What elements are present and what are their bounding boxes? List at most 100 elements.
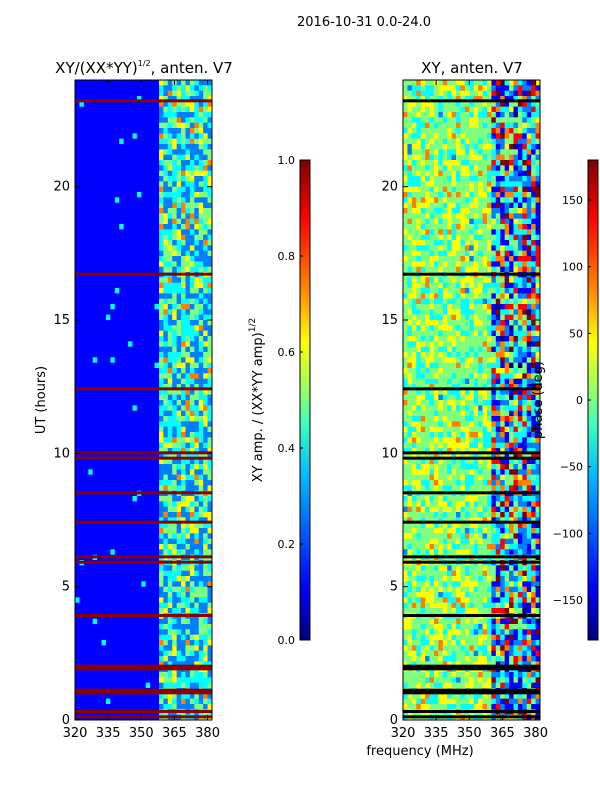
left-heatmap-cell xyxy=(128,426,133,433)
left-heatmap-cell xyxy=(105,213,111,219)
left-heatmap-cell xyxy=(79,197,85,203)
left-heatmap-cell xyxy=(123,538,129,545)
right-heatmap-cell xyxy=(473,165,479,171)
left-heatmap-cell xyxy=(181,234,186,241)
right-heatmap-cell xyxy=(517,266,523,273)
right-heatmap-cell xyxy=(513,112,519,118)
left-heatmap-cell xyxy=(132,245,138,251)
left-heatmap-cell xyxy=(194,421,200,427)
right-heatmap-cell xyxy=(469,192,475,198)
right-heatmap-cell xyxy=(464,208,470,214)
left-heatmap-cell xyxy=(136,432,142,438)
left-heatmap-cell xyxy=(119,181,124,187)
left-heatmap-cell xyxy=(167,96,173,102)
right-heatmap-cell xyxy=(517,170,523,177)
left-heatmap-cell xyxy=(198,592,204,598)
right-heatmap-cell xyxy=(513,229,519,235)
left-heatmap-cell xyxy=(198,682,204,689)
left-heatmap-cell xyxy=(194,704,200,710)
left-heatmap-cell xyxy=(198,624,204,630)
left-heatmap-cell xyxy=(158,304,164,310)
right-heatmap-cell xyxy=(429,213,435,219)
left-heatmap-cell xyxy=(136,154,142,161)
left-heatmap-cell xyxy=(105,677,111,683)
left-heatmap-cell xyxy=(150,261,155,267)
left-heatmap-cell xyxy=(172,234,177,241)
left-heatmap-cell xyxy=(198,314,204,321)
left-heatmap-cell xyxy=(83,704,89,710)
left-heatmap-cell xyxy=(83,202,89,209)
left-heatmap-cell xyxy=(110,442,116,449)
left-heatmap-cell xyxy=(194,432,200,438)
left-heatmap-cell xyxy=(158,122,164,129)
left-heatmap-cell xyxy=(154,506,160,513)
left-heatmap-cell xyxy=(88,128,93,134)
left-heatmap-cell xyxy=(97,170,102,177)
left-heatmap-cell xyxy=(203,224,208,230)
left-heatmap-cell xyxy=(136,384,142,390)
right-heatmap-cell xyxy=(403,224,408,230)
left-title-rest: , anten. V7 xyxy=(151,59,233,77)
left-heatmap-cell xyxy=(145,133,151,139)
left-heatmap-cell xyxy=(198,437,204,443)
left-heatmap-cell xyxy=(198,496,204,502)
right-heatmap-cell xyxy=(411,128,417,134)
right-heatmap-cell xyxy=(407,181,413,187)
left-heatmap-cell xyxy=(83,160,89,166)
left-heatmap-cell xyxy=(185,357,191,363)
right-heatmap-cell xyxy=(438,234,444,241)
left-heatmap-cell xyxy=(119,394,124,401)
left-heatmap-cell xyxy=(163,325,169,331)
left-heatmap-cell xyxy=(114,618,120,625)
right-heatmap-cell xyxy=(429,240,435,246)
right-heatmap-cell xyxy=(438,240,444,246)
right-heatmap-cell xyxy=(416,192,421,198)
right-heatmap-cell xyxy=(464,282,470,289)
left-heatmap-cell xyxy=(154,677,160,683)
left-heatmap-cell xyxy=(136,346,142,353)
left-heatmap-cell xyxy=(97,426,102,433)
right-heatmap-cell xyxy=(407,261,413,267)
left-heatmap-cell xyxy=(185,224,191,230)
left-heatmap-cell xyxy=(105,144,111,150)
left-heatmap-cell xyxy=(203,362,208,369)
left-heatmap-cell xyxy=(163,378,169,385)
left-heatmap-cell xyxy=(189,565,195,571)
right-heatmap-cell xyxy=(429,90,435,97)
left-heatmap-cell xyxy=(185,458,191,465)
left-heatmap-cell xyxy=(79,330,85,337)
left-heatmap-cell xyxy=(163,368,169,374)
left-heatmap-cell xyxy=(141,357,147,363)
left-heatmap-cell xyxy=(88,618,93,625)
left-heatmap-cell xyxy=(119,634,124,641)
left-heatmap-cell xyxy=(158,432,164,438)
left-heatmap-cell xyxy=(141,288,147,294)
left-heatmap-cell xyxy=(88,501,93,507)
left-heatmap-cell xyxy=(198,330,204,337)
right-heatmap-cell xyxy=(456,138,461,145)
left-heatmap-cell xyxy=(119,698,124,705)
left-heatmap-cell xyxy=(105,368,111,374)
right-heatmap-cell xyxy=(433,149,439,155)
left-heatmap-cell xyxy=(163,314,169,321)
left-heatmap-cell xyxy=(132,250,138,257)
right-heatmap-cell xyxy=(460,154,466,161)
left-heatmap-cell xyxy=(167,485,173,491)
right-heatmap-cell xyxy=(442,80,448,86)
right-heatmap-cell xyxy=(456,96,461,102)
right-heatmap-cell xyxy=(504,101,510,107)
left-heatmap-cell xyxy=(194,394,200,401)
left-heatmap-cell xyxy=(185,186,191,193)
left-heatmap-cell xyxy=(101,378,107,385)
right-heatmap-cell xyxy=(420,181,426,187)
left-heatmap-cell xyxy=(128,416,133,422)
left-heatmap-cell xyxy=(83,314,89,321)
right-heatmap-cell xyxy=(504,85,510,91)
left-heatmap-cell xyxy=(105,325,111,331)
left-heatmap-cell xyxy=(114,405,120,411)
right-heatmap-cell xyxy=(451,165,457,171)
right-heatmap-cell xyxy=(495,96,501,102)
left-heatmap-cell xyxy=(167,421,173,427)
left-heatmap-cell xyxy=(167,368,173,374)
left-heatmap-cell xyxy=(189,293,195,299)
